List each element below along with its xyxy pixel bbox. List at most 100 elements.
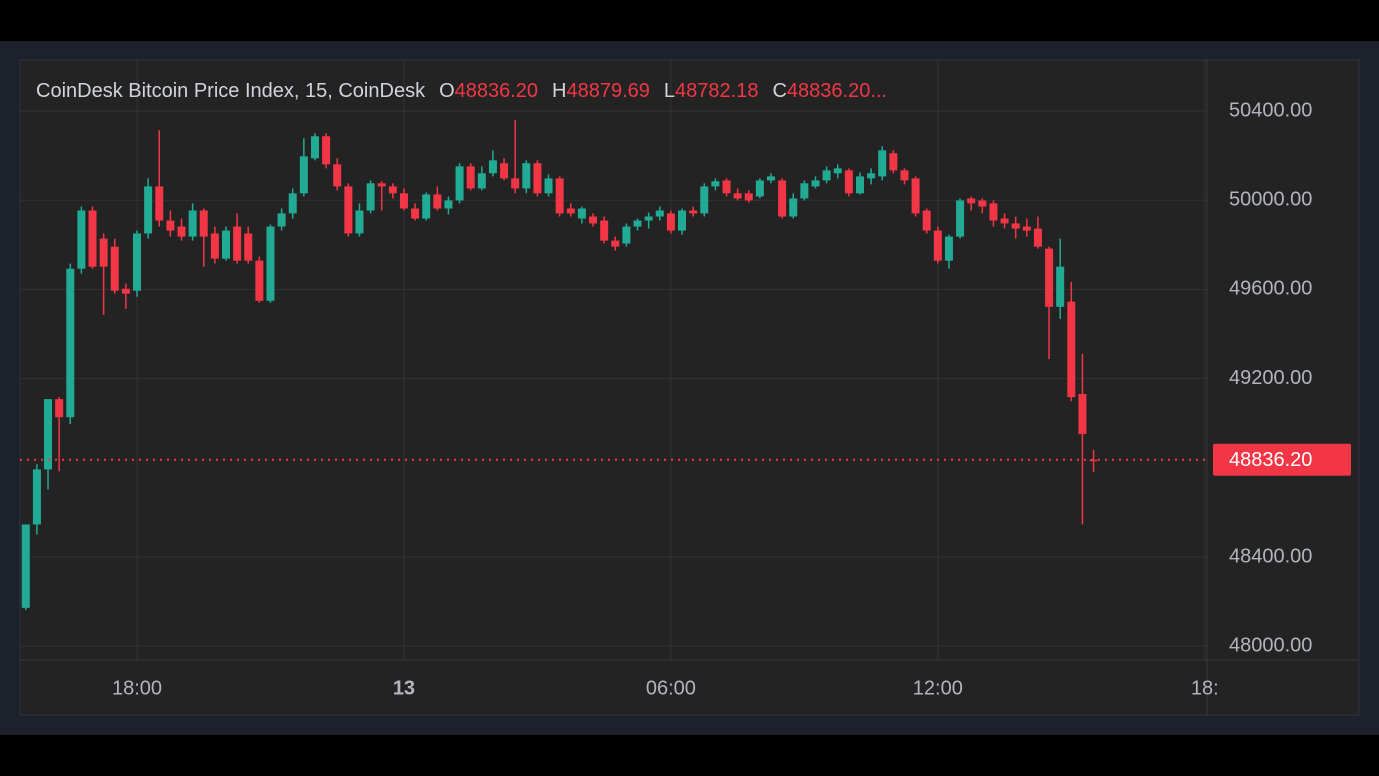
candle-body xyxy=(277,213,286,227)
candle-body xyxy=(511,178,520,189)
candle-body xyxy=(533,163,542,194)
ohlc-value: 48879.69 xyxy=(567,80,650,102)
candle-body xyxy=(678,210,687,231)
candle-body xyxy=(99,238,108,267)
candle-body xyxy=(822,170,831,181)
candle-body xyxy=(722,180,731,194)
candle-body xyxy=(1045,248,1054,307)
candle-body xyxy=(911,178,920,214)
grid xyxy=(20,60,1207,660)
candle-body xyxy=(444,200,453,209)
y-tick-label: 48400.00 xyxy=(1229,545,1312,567)
candle-body xyxy=(922,210,931,231)
candle-body xyxy=(44,399,53,470)
candle-body xyxy=(110,246,119,291)
candle-body xyxy=(388,186,397,194)
candle-body xyxy=(166,220,175,231)
candles xyxy=(21,120,1098,610)
candle-body xyxy=(299,156,308,194)
candle-body xyxy=(755,180,764,197)
candle-body xyxy=(800,183,809,199)
candle-body xyxy=(221,230,230,259)
candle-body xyxy=(944,236,953,261)
candle-body xyxy=(366,183,375,211)
candle-body xyxy=(555,178,564,214)
candle-body xyxy=(655,210,664,217)
candle-body xyxy=(878,150,887,177)
candle-body xyxy=(633,220,642,227)
candle-body xyxy=(956,200,965,237)
x-tick-label: 13 xyxy=(393,677,415,699)
candle-body xyxy=(855,176,864,194)
candle-body xyxy=(322,136,331,165)
candle-body xyxy=(422,194,431,219)
x-tick-label: 12:00 xyxy=(913,677,963,699)
candle-body xyxy=(867,173,876,179)
y-tick-label: 50000.00 xyxy=(1229,189,1312,211)
candle-body xyxy=(199,210,208,237)
x-tick-label: 06:00 xyxy=(646,677,696,699)
candle-body xyxy=(889,153,898,171)
candle-body xyxy=(766,176,775,181)
candle-body xyxy=(700,186,709,214)
ohlc-value: 48836.20 xyxy=(455,80,538,102)
candle-body xyxy=(466,166,475,189)
candle-body xyxy=(1033,228,1042,247)
candle-body xyxy=(666,213,675,231)
candle-body xyxy=(455,166,464,201)
candle-body xyxy=(266,226,275,301)
candle-body xyxy=(1067,301,1076,398)
candle-body xyxy=(933,230,942,261)
last-price-label: 48836.20 xyxy=(1229,449,1312,471)
candle-body xyxy=(600,220,609,241)
candle-body xyxy=(611,240,620,247)
candle-body xyxy=(133,233,142,291)
candle-body xyxy=(967,198,976,204)
legend-header: CoinDesk Bitcoin Price Index, 15, CoinDe… xyxy=(36,80,887,102)
y-tick-label: 49600.00 xyxy=(1229,278,1312,300)
y-tick-label: 50400.00 xyxy=(1229,99,1312,121)
candle-body xyxy=(900,170,909,181)
candle-body xyxy=(1011,223,1020,229)
candle-body xyxy=(233,226,242,261)
candle-body xyxy=(689,210,698,214)
candle-body xyxy=(310,136,319,159)
candle-body xyxy=(577,208,586,219)
last-price-tag xyxy=(1213,443,1351,476)
candle-body xyxy=(210,233,219,259)
candle-body xyxy=(1056,266,1065,307)
candle-body xyxy=(255,260,264,301)
chart-title: CoinDesk Bitcoin Price Index, 15, CoinDe… xyxy=(36,80,426,102)
candle-body xyxy=(344,186,353,234)
candle-body xyxy=(733,193,742,199)
candle-body xyxy=(622,226,631,244)
ohlc-key: H xyxy=(552,80,566,102)
candle-body xyxy=(811,180,820,187)
ohlc-value: 48836.20... xyxy=(787,80,887,102)
ohlc-value: 48782.18 xyxy=(675,80,758,102)
candle-body xyxy=(77,210,86,269)
candle-body xyxy=(121,288,130,294)
candle-body xyxy=(333,164,342,187)
y-tick-label: 49200.00 xyxy=(1229,367,1312,389)
candle-body xyxy=(978,200,987,207)
candle-body xyxy=(433,194,442,209)
candle-body xyxy=(844,170,853,194)
chart-panel xyxy=(19,59,1360,716)
candle-body xyxy=(566,208,575,214)
ohlc-key: C xyxy=(772,80,786,102)
candle-body xyxy=(177,226,186,237)
candle-body xyxy=(377,183,386,187)
candle-body xyxy=(1089,459,1098,462)
candle-body xyxy=(589,216,598,224)
candle-body xyxy=(488,160,497,174)
candle-body xyxy=(789,198,798,217)
candle-body xyxy=(477,173,486,189)
candle-body xyxy=(522,163,531,189)
candle-body xyxy=(1000,218,1009,224)
candle-body xyxy=(500,163,509,179)
candle-body xyxy=(288,193,297,214)
candle-body xyxy=(544,178,553,194)
